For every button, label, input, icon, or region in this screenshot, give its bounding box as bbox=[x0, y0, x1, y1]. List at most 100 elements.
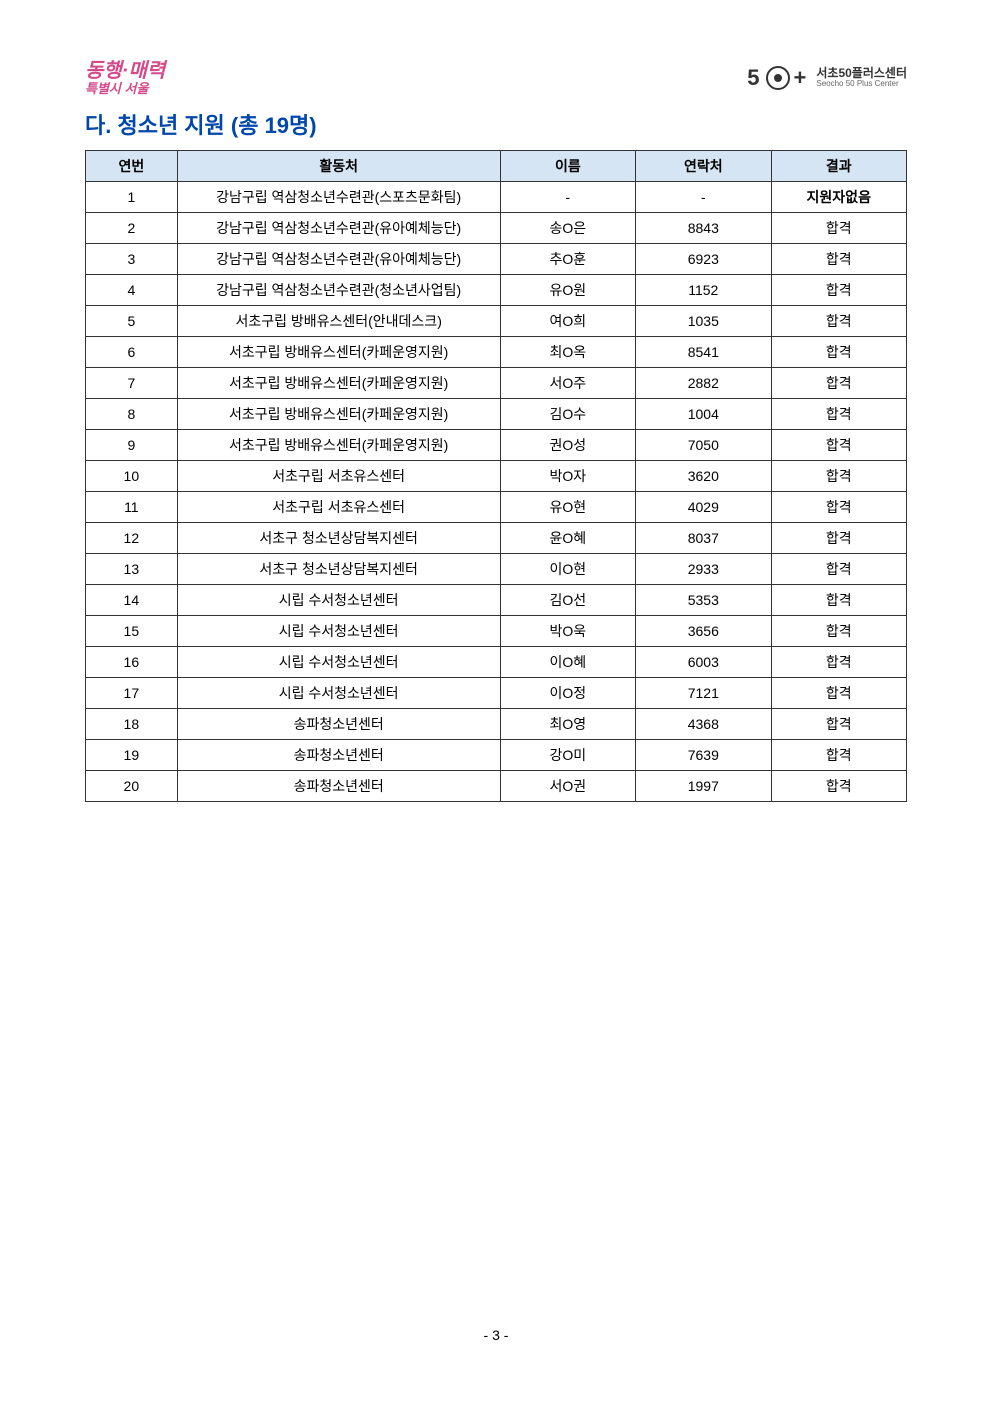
table-row: 17시립 수서청소년센터이O정7121합격 bbox=[86, 678, 907, 709]
cell-contact: 4368 bbox=[636, 709, 771, 740]
cell-num: 17 bbox=[86, 678, 178, 709]
cell-contact: 1152 bbox=[636, 275, 771, 306]
cell-contact: 4029 bbox=[636, 492, 771, 523]
cell-place: 강남구립 역삼청소년수련관(유아예체능단) bbox=[177, 244, 500, 275]
cell-name: 유O현 bbox=[500, 492, 635, 523]
cell-result: 합격 bbox=[771, 678, 906, 709]
cell-name: 추O훈 bbox=[500, 244, 635, 275]
cell-result: 합격 bbox=[771, 399, 906, 430]
cell-place: 강남구립 역삼청소년수련관(스포츠문화팀) bbox=[177, 182, 500, 213]
cell-result: 합격 bbox=[771, 616, 906, 647]
cell-name: 서O주 bbox=[500, 368, 635, 399]
table-row: 8서초구립 방배유스센터(카페운영지원)김O수1004합격 bbox=[86, 399, 907, 430]
cell-contact: 6003 bbox=[636, 647, 771, 678]
logo-right-circle-icon bbox=[766, 66, 790, 90]
table-row: 3강남구립 역삼청소년수련관(유아예체능단)추O훈6923합격 bbox=[86, 244, 907, 275]
cell-name: 최O영 bbox=[500, 709, 635, 740]
cell-num: 6 bbox=[86, 337, 178, 368]
cell-name: 김O수 bbox=[500, 399, 635, 430]
cell-result: 합격 bbox=[771, 647, 906, 678]
cell-name: 권O성 bbox=[500, 430, 635, 461]
cell-num: 19 bbox=[86, 740, 178, 771]
cell-name: 이O현 bbox=[500, 554, 635, 585]
cell-result: 합격 bbox=[771, 771, 906, 802]
cell-num: 10 bbox=[86, 461, 178, 492]
cell-result: 합격 bbox=[771, 430, 906, 461]
cell-place: 서초구 청소년상담복지센터 bbox=[177, 554, 500, 585]
cell-contact: 7050 bbox=[636, 430, 771, 461]
cell-place: 시립 수서청소년센터 bbox=[177, 678, 500, 709]
table-row: 7서초구립 방배유스센터(카페운영지원)서O주2882합격 bbox=[86, 368, 907, 399]
page-number: - 3 - bbox=[0, 1327, 992, 1343]
cell-result: 합격 bbox=[771, 709, 906, 740]
cell-place: 송파청소년센터 bbox=[177, 709, 500, 740]
cell-contact: 1997 bbox=[636, 771, 771, 802]
cell-name: 서O권 bbox=[500, 771, 635, 802]
table-row: 4강남구립 역삼청소년수련관(청소년사업팀)유O원1152합격 bbox=[86, 275, 907, 306]
cell-result: 합격 bbox=[771, 275, 906, 306]
cell-num: 16 bbox=[86, 647, 178, 678]
table-row: 5서초구립 방배유스센터(안내데스크)여O희1035합격 bbox=[86, 306, 907, 337]
cell-num: 15 bbox=[86, 616, 178, 647]
cell-num: 11 bbox=[86, 492, 178, 523]
logo-left-sub: 특별시 서울 bbox=[85, 82, 165, 96]
cell-result: 합격 bbox=[771, 213, 906, 244]
table-row: 2강남구립 역삼청소년수련관(유아예체능단)송O은8843합격 bbox=[86, 213, 907, 244]
header: 동행·매력 특별시 서울 5 + 서초50플러스센터 Seocho 50 Plu… bbox=[85, 60, 907, 96]
cell-name: 유O원 bbox=[500, 275, 635, 306]
cell-place: 강남구립 역삼청소년수련관(유아예체능단) bbox=[177, 213, 500, 244]
cell-contact: 8541 bbox=[636, 337, 771, 368]
cell-result: 합격 bbox=[771, 492, 906, 523]
table-row: 12서초구 청소년상담복지센터윤O혜8037합격 bbox=[86, 523, 907, 554]
cell-num: 13 bbox=[86, 554, 178, 585]
cell-contact: 6923 bbox=[636, 244, 771, 275]
cell-contact: 3620 bbox=[636, 461, 771, 492]
logo-right-text: 서초50플러스센터 Seocho 50 Plus Center bbox=[816, 67, 907, 89]
cell-contact: 2933 bbox=[636, 554, 771, 585]
cell-contact: 2882 bbox=[636, 368, 771, 399]
col-header-name: 이름 bbox=[500, 151, 635, 182]
cell-name: - bbox=[500, 182, 635, 213]
table-row: 9서초구립 방배유스센터(카페운영지원)권O성7050합격 bbox=[86, 430, 907, 461]
cell-num: 4 bbox=[86, 275, 178, 306]
table-row: 6서초구립 방배유스센터(카페운영지원)최O옥8541합격 bbox=[86, 337, 907, 368]
cell-result: 합격 bbox=[771, 306, 906, 337]
cell-contact: 7639 bbox=[636, 740, 771, 771]
cell-result: 합격 bbox=[771, 523, 906, 554]
cell-place: 서초구립 서초유스센터 bbox=[177, 492, 500, 523]
cell-place: 송파청소년센터 bbox=[177, 771, 500, 802]
cell-name: 이O정 bbox=[500, 678, 635, 709]
cell-name: 이O혜 bbox=[500, 647, 635, 678]
cell-name: 박O욱 bbox=[500, 616, 635, 647]
cell-place: 시립 수서청소년센터 bbox=[177, 585, 500, 616]
cell-name: 강O미 bbox=[500, 740, 635, 771]
logo-left-main: 동행·매력 bbox=[85, 60, 165, 82]
logo-right-plus: + bbox=[794, 65, 807, 91]
cell-num: 5 bbox=[86, 306, 178, 337]
cell-result: 합격 bbox=[771, 337, 906, 368]
cell-num: 7 bbox=[86, 368, 178, 399]
cell-num: 2 bbox=[86, 213, 178, 244]
cell-contact: 8843 bbox=[636, 213, 771, 244]
table-row: 19송파청소년센터강O미7639합격 bbox=[86, 740, 907, 771]
logo-right: 5 + 서초50플러스센터 Seocho 50 Plus Center bbox=[747, 65, 907, 91]
cell-contact: 8037 bbox=[636, 523, 771, 554]
logo-right-en: Seocho 50 Plus Center bbox=[816, 80, 907, 89]
cell-num: 18 bbox=[86, 709, 178, 740]
cell-place: 서초구립 방배유스센터(카페운영지원) bbox=[177, 430, 500, 461]
cell-name: 송O은 bbox=[500, 213, 635, 244]
cell-contact: - bbox=[636, 182, 771, 213]
table-header-row: 연번 활동처 이름 연락처 결과 bbox=[86, 151, 907, 182]
cell-place: 시립 수서청소년센터 bbox=[177, 616, 500, 647]
cell-result: 합격 bbox=[771, 368, 906, 399]
cell-name: 박O자 bbox=[500, 461, 635, 492]
cell-result: 합격 bbox=[771, 554, 906, 585]
cell-num: 12 bbox=[86, 523, 178, 554]
cell-place: 시립 수서청소년센터 bbox=[177, 647, 500, 678]
cell-place: 서초구립 방배유스센터(카페운영지원) bbox=[177, 368, 500, 399]
table-row: 11서초구립 서초유스센터유O현4029합격 bbox=[86, 492, 907, 523]
col-header-place: 활동처 bbox=[177, 151, 500, 182]
table-row: 1강남구립 역삼청소년수련관(스포츠문화팀)--지원자없음 bbox=[86, 182, 907, 213]
table-row: 15시립 수서청소년센터박O욱3656합격 bbox=[86, 616, 907, 647]
results-table: 연번 활동처 이름 연락처 결과 1강남구립 역삼청소년수련관(스포츠문화팀)-… bbox=[85, 150, 907, 802]
